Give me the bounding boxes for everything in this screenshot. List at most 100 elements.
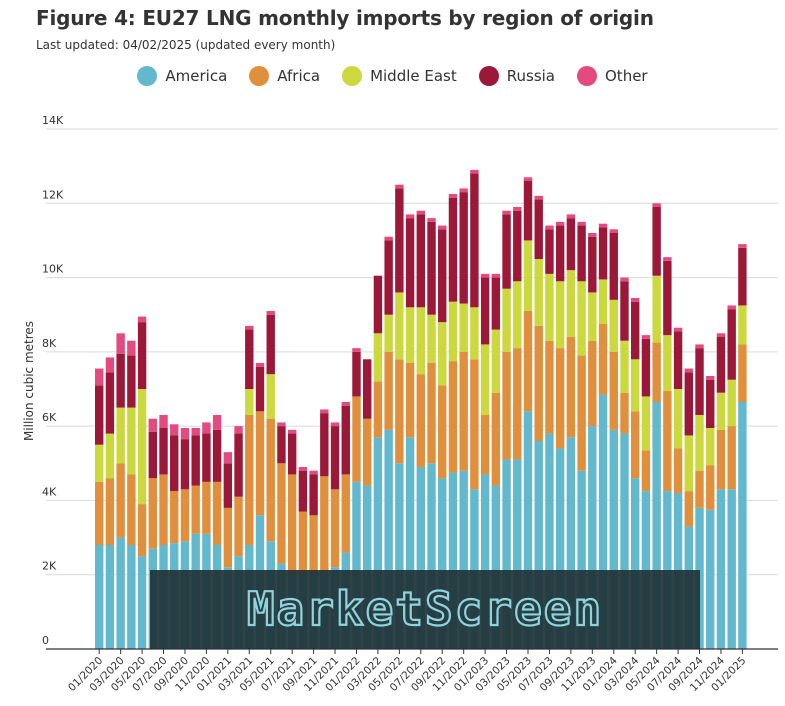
bar-segment-other — [459, 188, 468, 193]
bar-segment-africa — [438, 385, 447, 479]
y-tick-label: 0 — [42, 634, 49, 647]
bar-segment-russia — [663, 260, 672, 336]
bar-segment-africa — [609, 351, 618, 430]
bar-segment-africa — [95, 481, 104, 545]
bar-segment-other — [684, 368, 693, 373]
bar-segment-africa — [416, 374, 425, 467]
bar-segment-russia — [137, 322, 147, 389]
y-tick-label: 2K — [42, 560, 57, 573]
bar-segment-america — [384, 429, 393, 649]
bar-segment-america — [716, 489, 726, 649]
bar-segment-middle-east — [373, 333, 383, 382]
legend-label: Middle East — [370, 67, 457, 85]
bar-segment-africa — [287, 474, 297, 575]
bar-segment-russia — [191, 435, 200, 486]
bar-segment-middle-east — [95, 444, 104, 482]
bar-segment-russia — [127, 355, 136, 408]
bar-segment-africa — [588, 340, 597, 427]
bar-segment-africa — [255, 411, 265, 516]
legend-item-africa[interactable]: Africa — [249, 66, 320, 86]
bar-segment-africa — [684, 491, 693, 527]
bar-segment-russia — [105, 372, 115, 434]
bar-segment-africa — [577, 355, 586, 471]
bar-segment-other — [234, 426, 243, 434]
bar-segment-middle-east — [609, 299, 618, 352]
legend-item-america[interactable]: America — [137, 66, 227, 86]
bar-segment-other — [255, 363, 265, 367]
bar-segment-africa — [159, 474, 168, 545]
bar-segment-russia — [320, 413, 329, 477]
bar-segment-other — [395, 184, 404, 189]
bar-segment-africa — [137, 504, 147, 557]
bar-segment-russia — [395, 188, 404, 293]
bar-segment-america — [352, 481, 361, 649]
bar-segment-russia — [652, 207, 661, 276]
bar-segment-russia — [577, 225, 586, 282]
legend-label: Africa — [277, 67, 321, 85]
bar-segment-middle-east — [502, 288, 511, 352]
legend-item-russia[interactable]: Russia — [478, 66, 555, 86]
bar-segment-america — [513, 459, 522, 649]
bar-segment-other — [427, 218, 436, 222]
bar-segment-africa — [491, 392, 501, 486]
bar-segment-russia — [223, 463, 233, 508]
bar-segment-middle-east — [716, 392, 726, 430]
bar-segment-other — [566, 214, 576, 219]
bar-segment-middle-east — [127, 407, 136, 475]
bar-segment-russia — [330, 426, 340, 490]
bar-segment-russia — [255, 366, 265, 412]
bar-segment-russia — [405, 218, 415, 308]
bar-segment-other — [534, 195, 543, 200]
bar-segment-other — [673, 327, 683, 332]
bar-segment-africa — [598, 324, 608, 395]
bar-segment-russia — [588, 236, 597, 293]
bar-segment-other — [631, 298, 640, 302]
bar-segment-other — [609, 229, 618, 233]
bar-segment-america — [363, 485, 372, 649]
bar-segment-other — [384, 236, 393, 241]
bar-segment-africa — [631, 411, 640, 479]
bar-segment-russia — [566, 218, 576, 271]
legend-swatch — [342, 66, 363, 86]
bar-segment-russia — [438, 229, 447, 323]
bar-segment-america — [652, 402, 661, 649]
bar-segment-other — [555, 221, 565, 226]
bar-segment-other — [652, 203, 661, 207]
y-tick-label: 12K — [42, 188, 64, 201]
bar-segment-other — [491, 273, 501, 278]
bar-segment-america — [105, 545, 115, 649]
bar-segment-america — [609, 429, 618, 649]
bar-segment-africa — [738, 344, 747, 402]
bar-segment-russia — [459, 192, 468, 304]
bar-segment-africa — [191, 485, 200, 534]
legend-item-middle-east[interactable]: Middle East — [342, 66, 457, 86]
bar-segment-africa — [652, 342, 661, 402]
bar-segment-africa — [727, 426, 736, 490]
bar-segment-other — [663, 257, 672, 261]
bar-segment-middle-east — [663, 335, 672, 391]
bar-segment-russia — [363, 359, 372, 419]
bar-segment-middle-east — [523, 240, 533, 311]
bar-segment-africa — [352, 396, 361, 482]
bar-segment-middle-east — [631, 359, 640, 412]
legend-item-other[interactable]: Other — [577, 66, 648, 86]
bar-segment-russia — [180, 439, 190, 490]
bar-segment-africa — [716, 429, 726, 490]
bar-segment-other — [727, 305, 736, 310]
bar-segment-other — [502, 210, 511, 215]
bar-segment-middle-east — [641, 396, 651, 451]
bar-segment-other — [148, 418, 157, 432]
bar-segment-middle-east — [652, 275, 661, 343]
bar-segment-middle-east — [588, 292, 597, 341]
bar-segment-other — [416, 210, 425, 215]
legend-label: America — [165, 67, 228, 85]
bar-segment-middle-east — [598, 279, 608, 324]
bar-segment-other — [405, 214, 415, 219]
y-tick-label: 4K — [42, 485, 57, 498]
bar-segment-middle-east — [673, 389, 683, 449]
bar-segment-other — [191, 428, 200, 436]
bar-segment-middle-east — [684, 435, 693, 492]
bar-segment-middle-east — [620, 340, 629, 393]
bar-segment-africa — [266, 418, 275, 542]
bar-segment-america — [502, 459, 511, 649]
